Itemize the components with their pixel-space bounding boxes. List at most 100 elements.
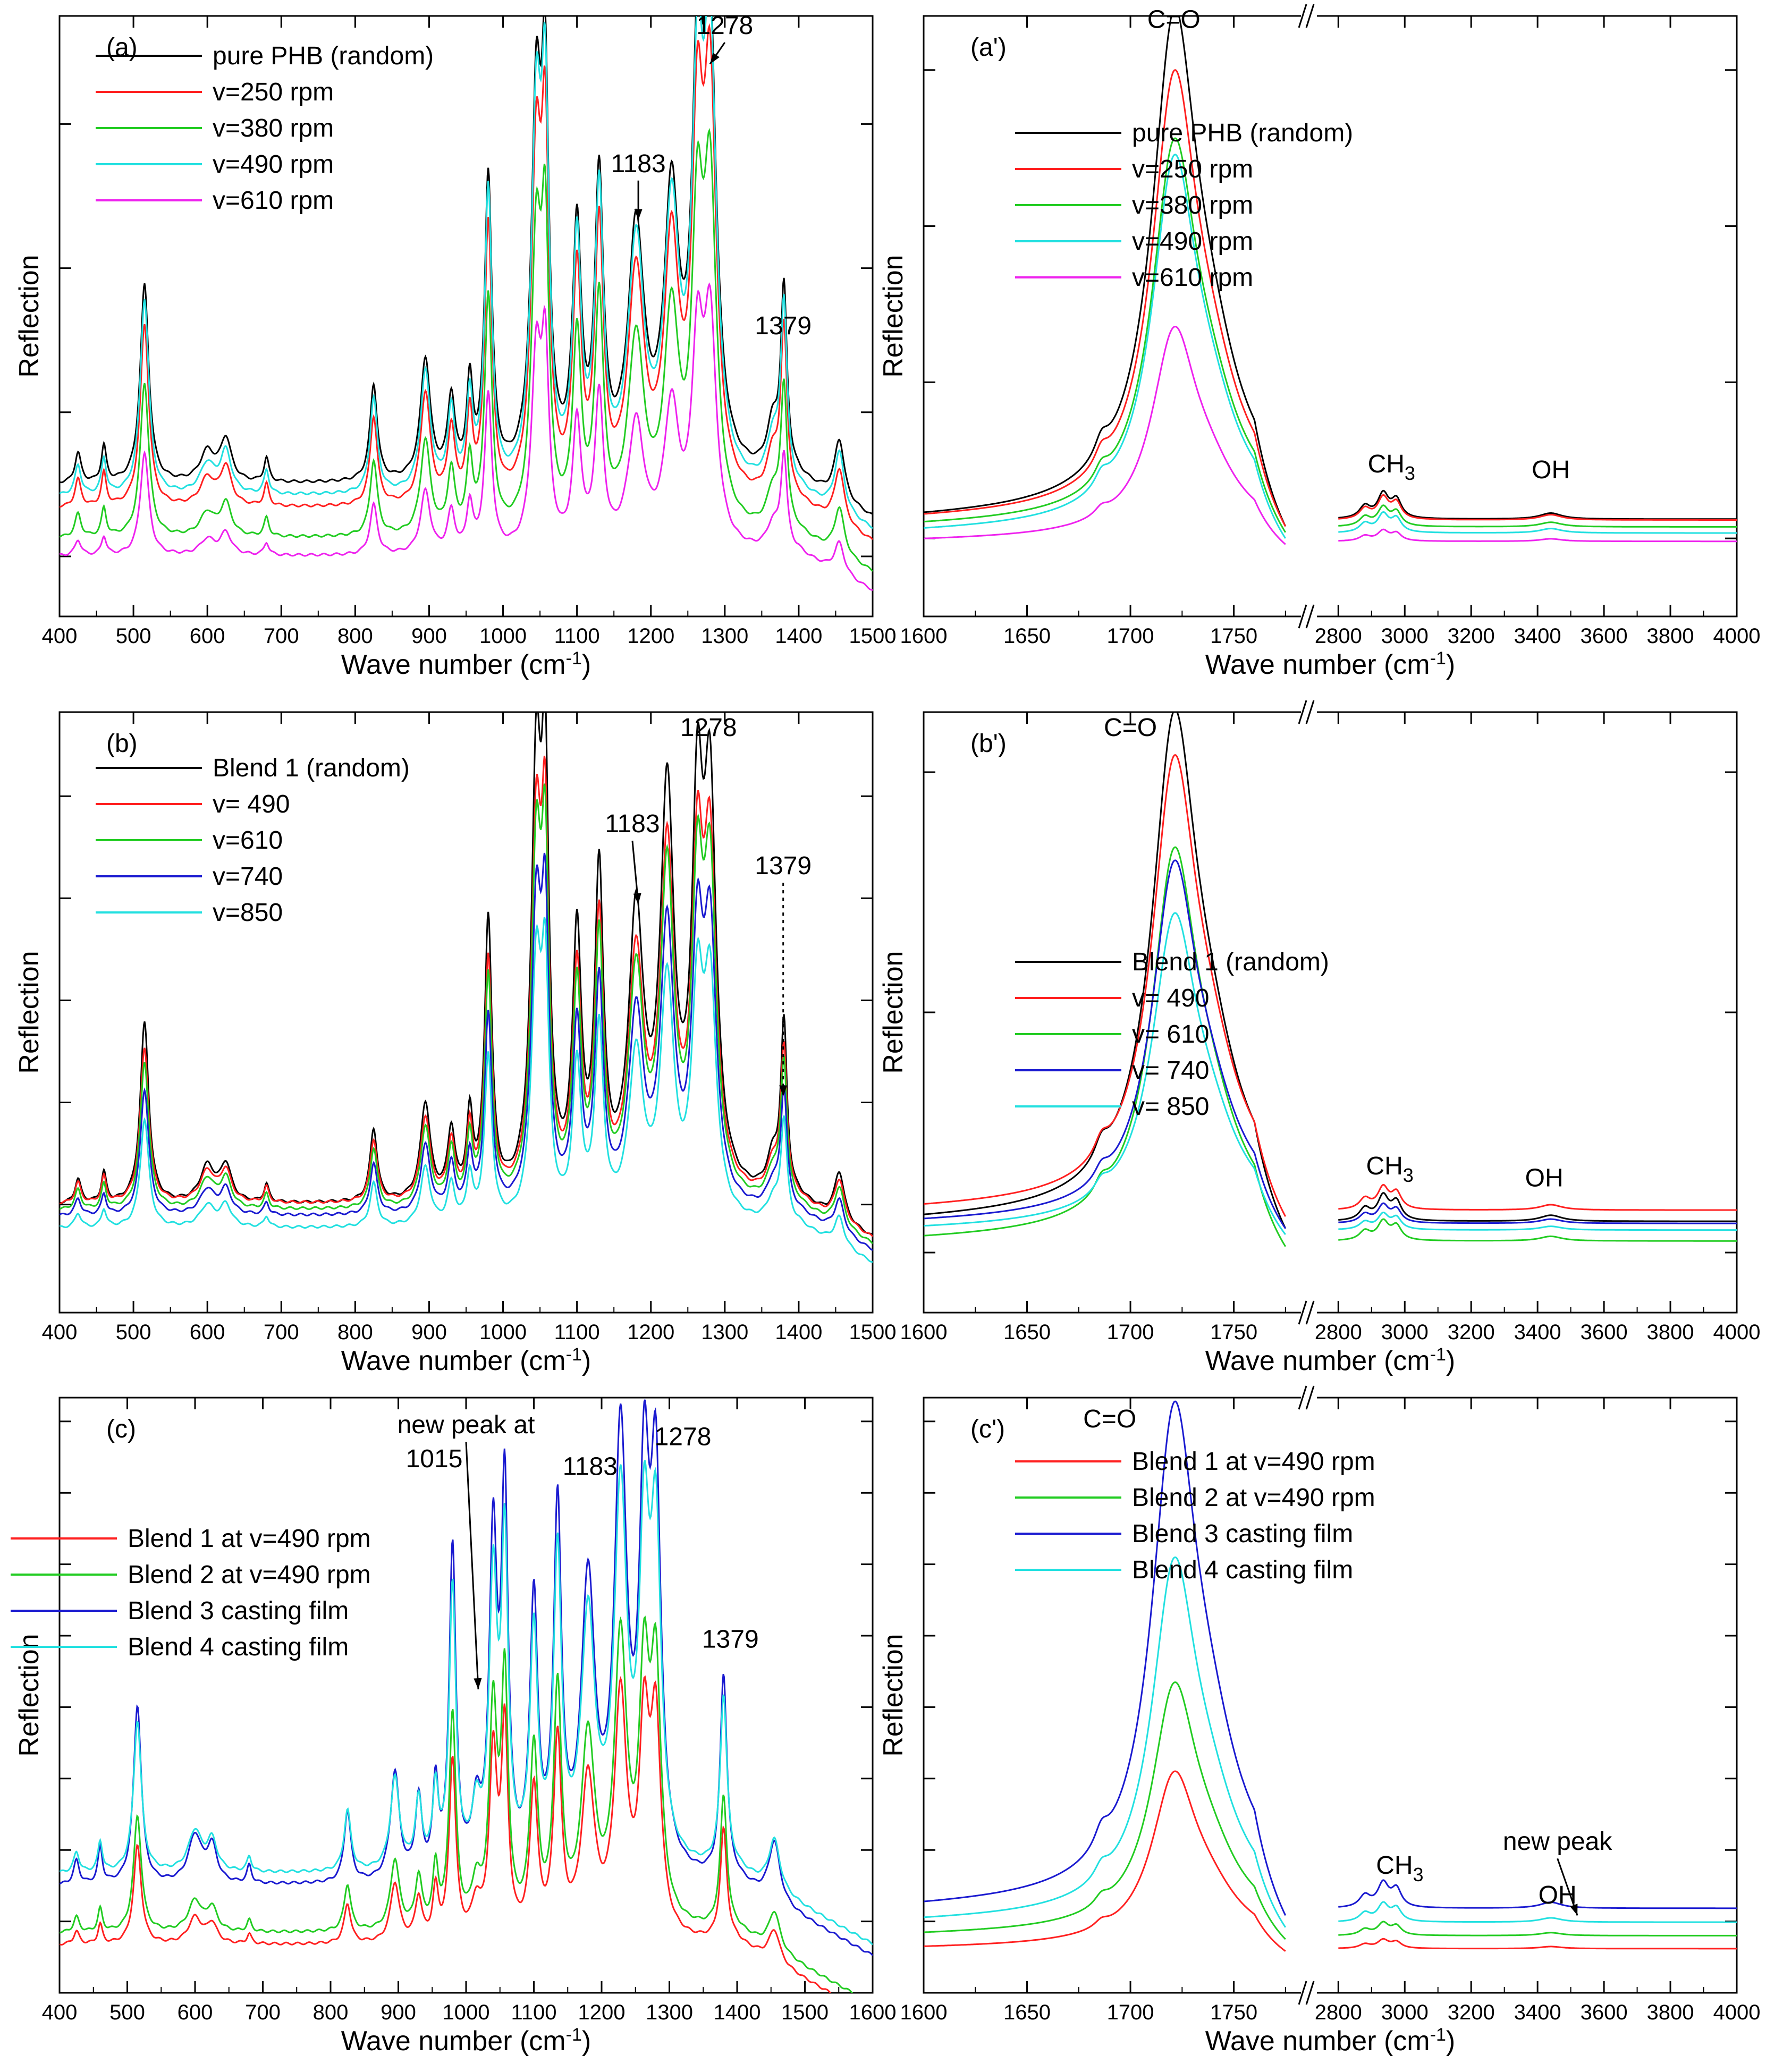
x-tick-label: 1100 bbox=[554, 624, 600, 648]
x-tick-label: 1650 bbox=[1003, 1321, 1051, 1344]
annotation: 1183 bbox=[563, 1453, 618, 1481]
axis-break-mark bbox=[1305, 700, 1315, 724]
axis-break-mark bbox=[1305, 604, 1315, 629]
legend-entry: v=250 rpm bbox=[1132, 155, 1253, 183]
x-tick-label: 900 bbox=[411, 624, 447, 648]
legend-entry: Blend 2 at v=490 rpm bbox=[128, 1561, 371, 1589]
legend-entry: v=250 rpm bbox=[213, 78, 334, 106]
x-tick-label: 1200 bbox=[578, 2001, 626, 2024]
annotation: C=O bbox=[1147, 6, 1201, 34]
panel-label: (b) bbox=[106, 730, 138, 758]
x-axis-label: Wave number (cm-1) bbox=[1205, 2025, 1455, 2057]
legend-entry: v=610 rpm bbox=[1132, 264, 1253, 292]
annotation: 1015 bbox=[406, 1445, 463, 1473]
y-axis-label: Reflection bbox=[14, 1634, 45, 1756]
legend: Blend 1 at v=490 rpm Blend 2 at v=490 rpm… bbox=[11, 1525, 371, 1661]
x-tick-label: 500 bbox=[109, 2001, 145, 2024]
panel-a2: Wave number (cm-1) Reflection 1600 1650 1700… bbox=[878, 0, 1760, 680]
annotation-arrowhead bbox=[779, 1085, 788, 1097]
legend-entry: pure PHB (random) bbox=[213, 42, 434, 70]
series-group bbox=[924, 1400, 1737, 1952]
axis-break-mark bbox=[1298, 4, 1307, 28]
legend-entry: Blend 1 (random) bbox=[1132, 948, 1329, 976]
x-tick-label: 1400 bbox=[775, 624, 822, 648]
x-tick-label: 400 bbox=[42, 624, 78, 648]
y-axis-label: Reflection bbox=[14, 951, 45, 1073]
series-line-4 bbox=[924, 859, 1737, 1229]
x-tick-label: 3200 bbox=[1448, 624, 1495, 648]
legend-entry: v= 610 bbox=[1132, 1020, 1209, 1048]
series-line-2 bbox=[924, 754, 1737, 1217]
x-tick-label: 2800 bbox=[1315, 624, 1362, 648]
x-axis-label: Wave number (cm-1) bbox=[1205, 648, 1455, 680]
x-tick-label: 1600 bbox=[849, 2001, 897, 2024]
axis-break-mark bbox=[1305, 1385, 1315, 1410]
series-line-4 bbox=[60, 16, 873, 529]
x-tick-label: 3400 bbox=[1514, 624, 1561, 648]
legend-entry: v= 850 bbox=[1132, 1093, 1209, 1121]
x-tick-label: 3600 bbox=[1581, 2001, 1628, 2024]
x-tick-label: 1500 bbox=[849, 624, 897, 648]
series-line-2 bbox=[60, 756, 873, 1237]
legend: pure PHB (random) v=250 rpm v=380 rpm v=490… bbox=[1015, 119, 1353, 292]
legend-entry: Blend 3 casting film bbox=[1132, 1520, 1353, 1548]
x-tick-label: 1750 bbox=[1210, 1321, 1257, 1344]
series-line-3 bbox=[924, 137, 1737, 533]
series-line-1 bbox=[924, 712, 1737, 1229]
legend-entry: Blend 4 casting film bbox=[128, 1633, 349, 1661]
x-tick-label: 1500 bbox=[849, 1321, 897, 1344]
axis-break-mark bbox=[1305, 1300, 1315, 1325]
panel-b: Wave number (cm-1) Reflection 400 500 600 700… bbox=[14, 711, 897, 1376]
x-tick-label: 1300 bbox=[701, 624, 748, 648]
series-line-5 bbox=[924, 912, 1737, 1236]
x-tick-label: 2800 bbox=[1315, 2001, 1362, 2024]
x-tick-label: 600 bbox=[190, 624, 225, 648]
y-axis-label: Reflection bbox=[878, 1634, 909, 1756]
annotation: 1379 bbox=[755, 312, 812, 340]
legend-entry: v= 740 bbox=[1132, 1056, 1209, 1085]
x-tick-label: 1650 bbox=[1003, 2001, 1051, 2024]
x-tick-label: 1000 bbox=[443, 2001, 490, 2024]
series-line-4 bbox=[60, 1460, 873, 1946]
series-group bbox=[924, 712, 1737, 1247]
axis-break-mark bbox=[1298, 1981, 1307, 2005]
x-axis-label: Wave number (cm-1) bbox=[341, 1344, 591, 1376]
series-line-5 bbox=[924, 325, 1737, 545]
series-line-3 bbox=[60, 128, 873, 572]
x-tick-label: 3600 bbox=[1581, 624, 1628, 648]
series-group bbox=[60, 1399, 873, 1993]
x-tick-label: 900 bbox=[381, 2001, 416, 2024]
legend-entry: Blend 3 casting film bbox=[128, 1597, 349, 1625]
x-tick-label: 1400 bbox=[775, 1321, 822, 1344]
x-tick-label: 3800 bbox=[1647, 1321, 1694, 1344]
x-tick-label: 3200 bbox=[1448, 1321, 1495, 1344]
axis-break-mark bbox=[1305, 4, 1315, 28]
axis-break-mark bbox=[1298, 1385, 1307, 1410]
series-line-3 bbox=[924, 1400, 1737, 1916]
y-axis-label: Reflection bbox=[878, 255, 909, 377]
x-tick-label: 1600 bbox=[900, 624, 948, 648]
series-group bbox=[60, 16, 873, 591]
x-tick-label: 1300 bbox=[701, 1321, 748, 1344]
annotation: CH3 bbox=[1376, 1851, 1423, 1885]
x-axis-label: Wave number (cm-1) bbox=[1205, 1344, 1455, 1376]
axis-break-gap bbox=[1301, 601, 1317, 632]
legend-entry: Blend 2 at v=490 rpm bbox=[1132, 1484, 1375, 1512]
x-tick-label: 1300 bbox=[646, 2001, 693, 2024]
x-tick-label: 1750 bbox=[1210, 2001, 1257, 2024]
annotation: new peak bbox=[1503, 1828, 1612, 1856]
y-axis-label: Reflection bbox=[14, 255, 45, 377]
x-tick-label: 3000 bbox=[1381, 1321, 1429, 1344]
legend-entry: Blend 4 casting film bbox=[1132, 1556, 1353, 1584]
legend-entry: pure PHB (random) bbox=[1132, 119, 1353, 147]
plot-frame bbox=[58, 15, 874, 618]
axis-break-gap-top bbox=[1301, 1382, 1317, 1414]
annotation: 1183 bbox=[605, 810, 660, 838]
series-line-2 bbox=[60, 1616, 854, 1993]
annotation: CH3 bbox=[1366, 1152, 1413, 1186]
axis-break-gap-top bbox=[1301, 696, 1317, 728]
x-tick-label: 500 bbox=[116, 624, 151, 648]
plot-frame bbox=[923, 15, 1738, 618]
plot-frame bbox=[58, 711, 874, 1314]
